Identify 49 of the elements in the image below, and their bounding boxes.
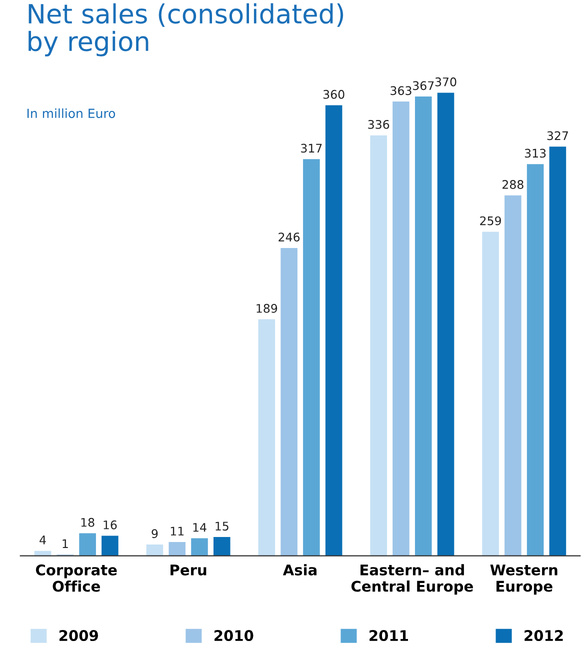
data-label: 16 [104, 520, 117, 530]
bar [79, 533, 96, 556]
bar [168, 542, 186, 556]
x-tick-label: Western Europe [490, 564, 558, 595]
bar [549, 146, 566, 556]
data-label: 18 [81, 518, 94, 527]
data-label: 11 [170, 526, 184, 536]
data-label: 4 [40, 536, 46, 544]
data-label: 336 [368, 120, 390, 129]
bar [191, 538, 208, 556]
x-tick-label: Eastern– and Central Europe [351, 564, 473, 595]
bar [392, 102, 410, 556]
legend-label: 2010 [214, 630, 254, 642]
bar [370, 135, 387, 556]
bar [303, 159, 320, 556]
data-label: 363 [390, 86, 412, 96]
legend-label: 2011 [370, 630, 408, 642]
data-label: 259 [480, 216, 501, 226]
data-label: 9 [152, 529, 158, 538]
bar [280, 248, 298, 556]
bar [437, 92, 454, 556]
x-tick-label: Corporate Office [36, 564, 117, 592]
text: In million Euro [27, 108, 116, 118]
bar [258, 319, 276, 556]
legend-label: 2012 [524, 630, 563, 642]
bar [213, 537, 230, 556]
legend-label: 2009 [59, 630, 98, 642]
data-label: 288 [502, 180, 524, 189]
x-tick-label: Asia [282, 564, 317, 576]
x-tick-label: Peru [170, 564, 206, 576]
data-label: 370 [435, 77, 456, 86]
data-label: 367 [413, 81, 434, 90]
data-label: 360 [323, 90, 344, 99]
data-label: 189 [256, 304, 278, 313]
bar [414, 96, 432, 556]
data-label: 1 [62, 539, 68, 548]
data-label: 313 [524, 148, 546, 158]
bar [526, 164, 544, 556]
data-label: 246 [278, 232, 300, 242]
data-label: 317 [301, 144, 322, 153]
data-label: 14 [193, 523, 206, 532]
bar [146, 544, 164, 556]
bar [504, 195, 522, 556]
data-label: 327 [547, 131, 568, 140]
bar [482, 232, 499, 556]
chart-title: Net sales (consolidated) by region [28, 3, 344, 56]
bar [102, 536, 118, 556]
bar [325, 105, 342, 556]
data-label: 15 [216, 522, 228, 531]
